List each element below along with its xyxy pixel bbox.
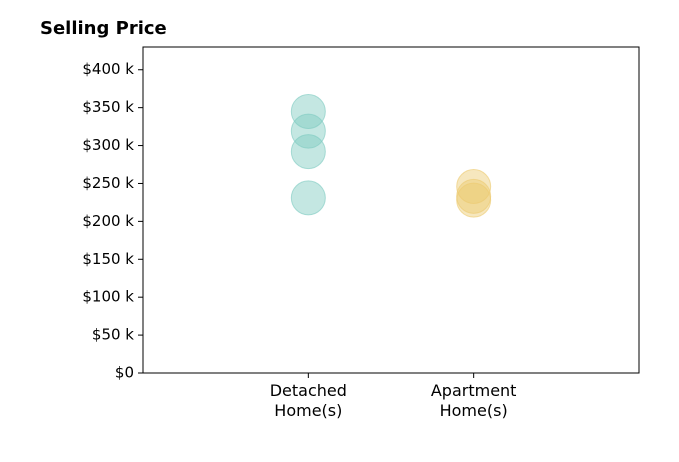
plot-frame — [142, 46, 640, 374]
x-tick-label: Apartment Home(s) — [430, 381, 517, 420]
y-tick-label: $250 k — [82, 174, 134, 192]
y-tick-label: $50 k — [92, 326, 134, 344]
y-tick-label: $300 k — [82, 136, 134, 154]
point — [290, 180, 326, 216]
y-tick-label: $400 k — [82, 60, 134, 78]
point — [290, 134, 326, 170]
point — [290, 113, 326, 149]
y-tick-label: $350 k — [82, 98, 134, 116]
y-tick-label: $200 k — [82, 212, 134, 230]
point — [456, 182, 492, 218]
y-tick-label: $100 k — [82, 288, 134, 306]
y-tick-label: $150 k — [82, 250, 134, 268]
point — [290, 93, 326, 129]
point — [456, 168, 492, 204]
chart-title: Selling Price — [40, 18, 167, 39]
x-tick-label: Detached Home(s) — [269, 381, 347, 420]
y-tick-label: $0 — [115, 364, 134, 382]
